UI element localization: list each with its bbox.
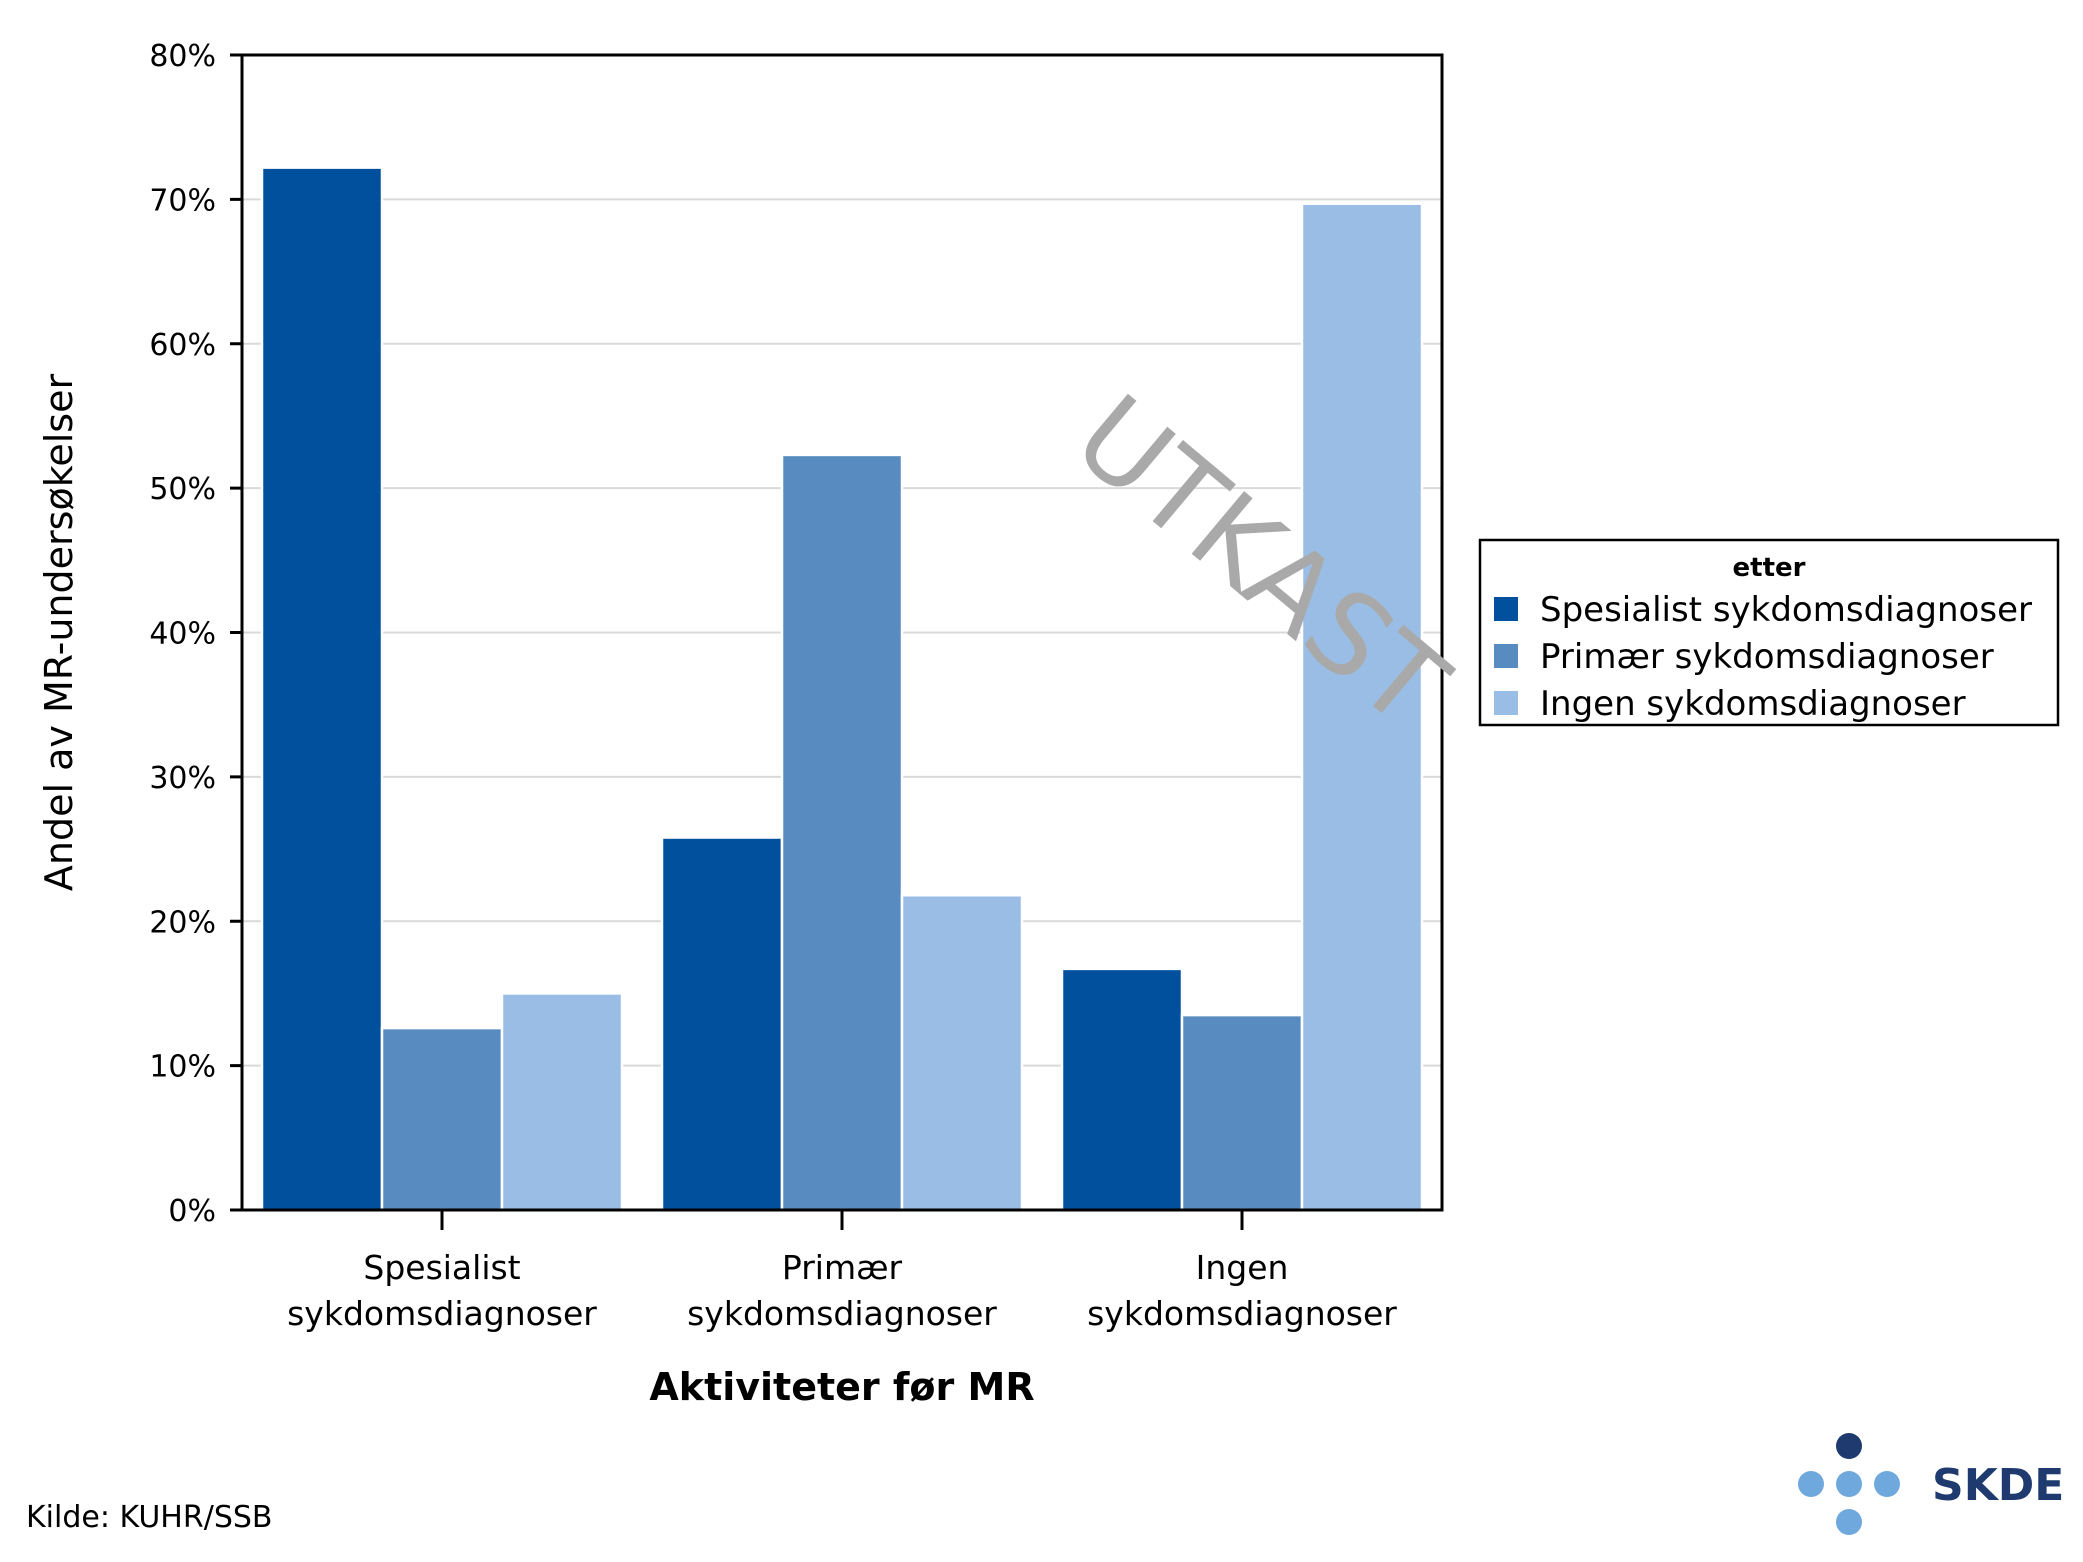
legend-label: Spesialist sykdomsdiagnoser [1540,590,2032,630]
source-note: Kilde: KUHR/SSB [26,1500,273,1535]
x-tick-label: Ingen [1196,1248,1289,1287]
bar [380,1026,504,1212]
bar [260,166,384,1212]
x-axis-title: Aktiviteter før MR [649,1365,1034,1409]
y-tick-label: 10% [149,1050,216,1085]
legend-title: etter [1733,553,1806,583]
skde-logo: SKDE [1798,1433,2064,1535]
legend-label: Ingen sykdomsdiagnoser [1540,684,1966,724]
x-axis: Spesialist sykdomsdiagnoser Primær sykdomsd… [287,1210,1397,1333]
logo-dot [1874,1471,1900,1497]
legend: etter Spesialist sykdomsdiagnoser Primær … [1478,538,2060,727]
bar [660,836,784,1212]
logo-dot [1836,1509,1862,1535]
legend-swatch [1494,597,1518,621]
y-tick-label: 30% [149,761,216,796]
y-tick-label: 0% [168,1194,216,1229]
bars [260,166,1424,1212]
y-tick-label: 80% [149,39,216,74]
bar [900,894,1024,1212]
y-tick-label: 60% [149,328,216,363]
legend-swatch [1494,644,1518,668]
y-tick-label: 70% [149,183,216,218]
logo-dot [1836,1471,1862,1497]
logo-dot [1798,1471,1824,1497]
x-tick-label: sykdomsdiagnoser [287,1294,597,1333]
y-tick-label: 50% [149,472,216,507]
x-tick-label: sykdomsdiagnoser [687,1294,997,1333]
legend-items: Spesialist sykdomsdiagnoser Primær sykdom… [1494,590,2032,724]
x-tick-label: Spesialist [363,1248,520,1287]
legend-box [1478,538,2060,727]
bar [500,992,624,1212]
bar [780,453,904,1212]
y-axis: 0% 10% 20% 30% 40% 50% 60% 70% 80% [149,39,242,1229]
x-tick-label: sykdomsdiagnoser [1087,1294,1397,1333]
bar [1060,967,1184,1212]
bar [1180,1013,1304,1212]
y-tick-label: 40% [149,617,216,652]
logo-dot [1836,1433,1862,1459]
logo-text: SKDE [1932,1460,2064,1511]
x-tick-label: Primær [782,1248,903,1287]
legend-label: Primær sykdomsdiagnoser [1540,637,1994,677]
y-axis-title: Andel av MR-undersøkelser [37,374,81,892]
y-tick-label: 20% [149,905,216,940]
legend-swatch [1494,691,1518,715]
